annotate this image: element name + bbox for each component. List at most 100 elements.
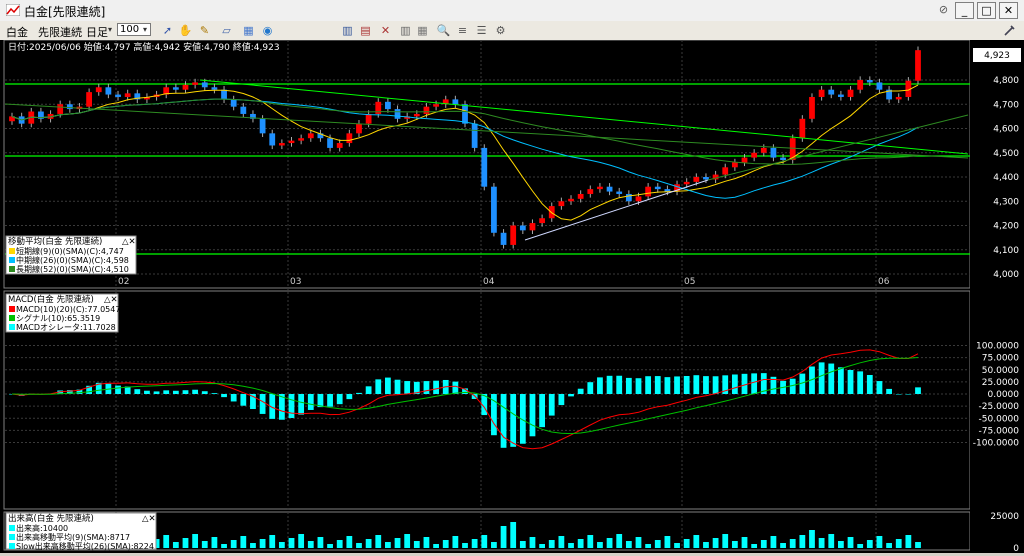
zoom-dropdown-icon[interactable]: ▾: [143, 25, 148, 34]
macd-oscillator-bar: [336, 394, 343, 405]
macd-oscillator-bar: [828, 363, 835, 394]
candle-down: [625, 193, 632, 202]
menu-contract[interactable]: 先限連続: [38, 26, 82, 39]
volume-bar: [828, 534, 835, 548]
volume-legend-swatch: [9, 525, 15, 531]
candle-up: [433, 104, 439, 107]
volume-bar: [327, 544, 333, 548]
candle-up: [336, 143, 343, 148]
cursor-icon[interactable]: ➚: [162, 24, 173, 37]
volume-bar: [548, 540, 555, 548]
minimize-button[interactable]: _: [955, 2, 974, 19]
chart-area[interactable]: 4,800 4,700 4,600 4,500 4,400 4,300 4,200 4,100…: [0, 39, 1024, 554]
tool-settings-icon[interactable]: [1002, 23, 1017, 38]
volume-legend-box: [5, 512, 157, 550]
cross-icon[interactable]: ✕: [380, 24, 391, 37]
candle-up: [905, 80, 912, 97]
chart-svg[interactable]: 4,800 4,700 4,600 4,500 4,400 4,300 4,200 4,100…: [0, 39, 1024, 554]
candle-icon[interactable]: ▤: [360, 24, 371, 37]
volume-bar: [838, 541, 844, 548]
last-price-tag: [973, 48, 1021, 62]
macd-oscillator-bar: [423, 381, 430, 394]
rows-icon[interactable]: ≡: [457, 24, 468, 37]
list-icon[interactable]: ▥: [400, 24, 411, 37]
candle-down: [250, 113, 256, 119]
volume-legend-item: 出来高移動平均(9)(SMA):8717: [16, 532, 130, 542]
macd-oscillator-bar: [153, 391, 160, 394]
volume-bar: [558, 536, 565, 548]
volume-legend-item: 出来高:10400: [16, 523, 68, 533]
price-axis-label: 4,600: [993, 125, 1019, 135]
link-icon[interactable]: ⊘: [938, 3, 949, 16]
volume-axis-label: 0: [1013, 544, 1019, 553]
candle-up: [915, 50, 921, 81]
macd-legend-item: MACDオシレータ:11.7028: [16, 323, 116, 332]
volume-bar: [751, 544, 758, 548]
macd-oscillator-bar: [548, 394, 555, 416]
maximize-button[interactable]: □: [977, 2, 996, 19]
macd-legend-swatch: [9, 315, 15, 321]
volume-bar: [356, 543, 362, 548]
macd-axis-label: -25.0000: [979, 402, 1020, 412]
price-axis-label: 4,300: [993, 197, 1019, 207]
candle-down: [500, 232, 507, 245]
pencil-icon[interactable]: ✎: [199, 24, 210, 37]
volume-bar: [423, 537, 430, 548]
period-dropdown-icon[interactable]: ▾: [108, 25, 113, 34]
macd-oscillator-bar: [66, 390, 73, 394]
cols-icon[interactable]: ☰: [476, 24, 487, 37]
candle-down: [452, 99, 459, 105]
table-icon[interactable]: ▦: [417, 24, 428, 37]
macd-oscillator-bar: [298, 394, 305, 415]
macd-oscillator-bar: [587, 382, 594, 394]
candle-up: [539, 218, 545, 224]
macd-oscillator-bar: [683, 376, 690, 394]
candle-down: [519, 225, 526, 231]
close-button[interactable]: ✕: [999, 2, 1018, 19]
globe-icon[interactable]: ◉: [262, 24, 273, 37]
macd-axis-label: 100.0000: [976, 342, 1019, 352]
menu-commodity[interactable]: 白金: [6, 26, 28, 39]
candle-up: [375, 101, 382, 114]
volume-bar: [491, 542, 497, 548]
macd-legend-swatch: [9, 324, 15, 330]
macd-legend-box: [5, 293, 119, 333]
magnify-icon[interactable]: 🔍: [436, 24, 451, 37]
macd-oscillator-bar: [876, 381, 883, 394]
macd-oscillator-bar: [674, 376, 680, 394]
macd-oscillator-bar: [760, 373, 767, 394]
price-axis-label: 4,100: [993, 246, 1019, 256]
volume-bar: [365, 539, 372, 548]
volume-bar: [674, 543, 680, 548]
macd-oscillator-bar: [558, 394, 565, 406]
macd-oscillator-bar: [838, 367, 844, 394]
hand-icon[interactable]: ✋: [178, 24, 193, 37]
candle-down: [866, 80, 873, 83]
volume-bar: [866, 540, 873, 548]
candle-down: [385, 101, 391, 110]
macd-oscillator-bar: [886, 388, 892, 394]
grid-icon[interactable]: ▦: [243, 24, 254, 37]
price-axis-label: 4,700: [993, 100, 1019, 110]
volume-bar: [192, 534, 199, 548]
menu-period[interactable]: 日足: [86, 26, 108, 39]
candle-down: [664, 189, 671, 192]
settings-icon[interactable]: ⚙: [495, 24, 506, 37]
volume-bar: [625, 541, 632, 548]
candle-up: [674, 184, 680, 192]
volume-bar: [462, 543, 468, 548]
macd-legend-swatch: [9, 306, 15, 312]
volume-bar: [442, 540, 449, 548]
macd-oscillator-bar: [307, 394, 314, 410]
eraser-icon[interactable]: ▱: [222, 24, 231, 37]
candle-up: [809, 96, 815, 119]
trend-line: [707, 114, 969, 181]
bar-chart-icon[interactable]: ▥: [342, 24, 353, 37]
candle-down: [201, 82, 208, 88]
candle-up: [529, 223, 536, 231]
volume-bar: [346, 536, 353, 548]
volume-bar: [259, 539, 266, 548]
volume-legend-item: Slow出来高移動平均(26)(SMA):8224: [16, 541, 154, 551]
macd-oscillator-bar: [731, 374, 738, 394]
zoom-input[interactable]: 100: [117, 23, 151, 36]
